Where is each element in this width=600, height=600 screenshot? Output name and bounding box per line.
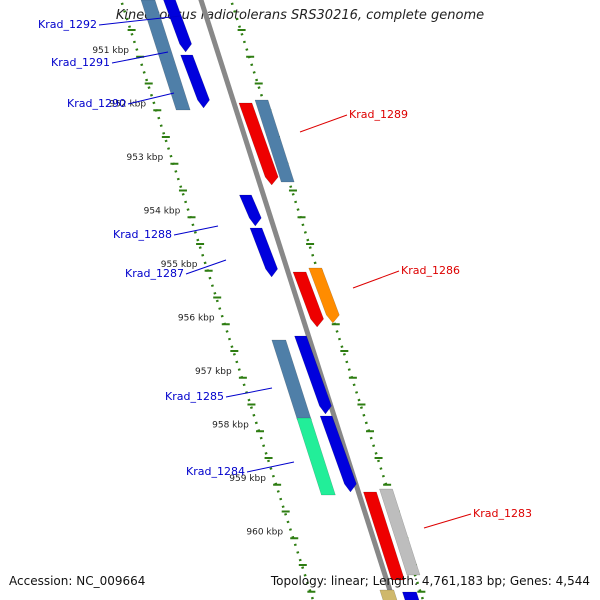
cds-feature [319,415,357,493]
gene-bar [254,99,295,183]
gene-bar [140,0,191,111]
gene-label: Krad_1292 [38,18,97,31]
cds-feature [402,591,420,600]
ruler-label: 953 kbp [127,153,164,163]
gene-label: Krad_1288 [113,228,172,241]
gene-label: Krad_1284 [186,465,245,478]
cds-feature [249,227,278,278]
cds-feature [294,335,332,415]
gene-leader-line [246,461,295,473]
ruler-label: 954 kbp [144,207,181,217]
gene-bar [379,488,421,576]
gene-label: Krad_1286 [401,264,460,277]
gene-leader-line [423,513,472,529]
cds-feature [238,102,279,186]
ruler-label: 959 kbp [229,474,266,484]
gene-label: Krad_1291 [51,56,110,69]
gene-label: Krad_1287 [125,267,184,280]
gene-leader-line [127,92,175,105]
gene-bar [379,589,398,600]
cds-feature [292,271,324,328]
ruler-label: 958 kbp [212,421,249,431]
ruler-label: 955 kbp [161,260,198,270]
ruler-label: 951 kbp [92,46,129,56]
gene-label: Krad_1289 [349,108,408,121]
gene-leader-line [173,225,219,236]
cds-feature [363,491,405,581]
cds-feature [239,194,262,227]
gene-label: Krad_1290 [67,97,126,110]
ruler-line-left [119,0,315,600]
cds-feature [163,0,192,53]
gene-leader-line [299,114,348,133]
gene-label: Krad_1283 [473,507,532,520]
rna-feature [296,417,336,496]
ruler-label: 952 kbp [109,100,146,110]
cds-feature [180,54,210,109]
gene-label: Krad_1285 [165,390,224,403]
gene-leader-line [98,15,181,26]
accession-label: Accession: NC_009664 [9,574,146,588]
ruler-label: 957 kbp [195,367,232,377]
ruler-label: 960 kbp [246,528,283,538]
cds-feature [308,267,340,324]
ruler-label: 956 kbp [178,314,215,324]
sequence-axis [198,0,396,600]
gene-leader-line [225,387,273,398]
gene-leader-line [185,259,227,275]
gene-leader-line [352,270,400,289]
genome-summary-label: Topology: linear; Length: 4,761,183 bp; … [270,574,590,588]
gene-leader-line [111,51,169,64]
